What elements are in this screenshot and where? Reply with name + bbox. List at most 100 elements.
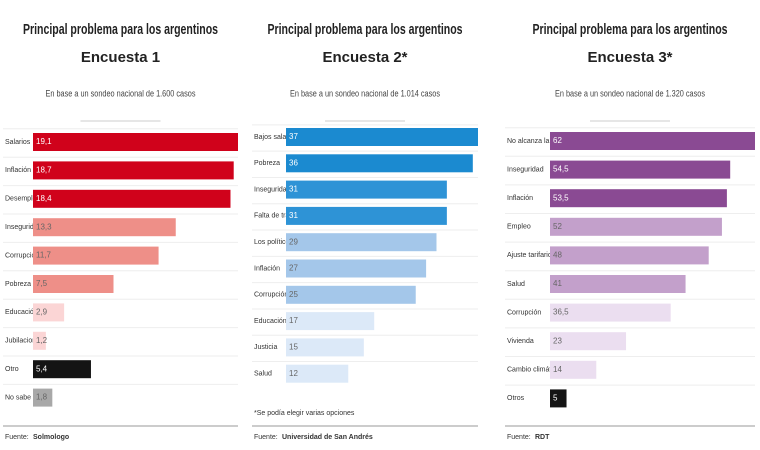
category-label: Salud [507,281,525,288]
value-label: 36 [289,158,298,167]
value-label: 12 [289,369,298,378]
category-label: Vivienda [507,338,534,345]
value-label: 31 [289,211,298,220]
value-label: 48 [553,251,562,260]
value-label: 13,3 [36,222,52,231]
bar [550,189,727,208]
bar [33,246,159,265]
bar [33,218,176,237]
value-label: 41 [553,279,562,288]
source: Solmologo [33,434,69,441]
value-label: 14 [553,365,562,374]
value-label: 53,5 [553,193,569,202]
source-label: Fuente: [254,434,278,441]
category-label: Inflación [507,195,533,202]
category-label: No sabe [5,394,31,401]
bar [286,180,447,199]
bar [286,312,375,331]
value-label: 7,5 [36,279,48,288]
category-label: Desempleo [5,196,41,203]
category-label: Inseguridad [254,186,291,193]
category-label: Inseguridad [507,166,544,173]
bar [33,331,46,350]
value-label: 62 [553,136,562,145]
category-label: Otros [507,395,525,402]
bar [550,217,722,236]
category-label: Pobreza [254,160,280,167]
bar [286,154,473,173]
bar [33,189,231,208]
category-label: No alcanza la plata [507,138,567,145]
category-label: Ajuste tarifario [507,252,552,259]
category-label: Los políticos [254,239,293,246]
bar [286,364,349,383]
category-label: Salarios [5,139,31,146]
bar [33,388,53,407]
category-label: Bajos salarios [254,134,298,141]
value-label: 19,1 [36,137,52,146]
footnote: *Se podía elegir varias opciones [254,410,355,417]
value-label: 15 [289,343,298,352]
value-label: 1,8 [36,393,48,402]
source: RDT [535,434,550,441]
bar [550,360,597,379]
value-label: 27 [289,264,298,273]
bar [286,128,478,146]
value-label: 5 [553,394,558,403]
category-label: Corrupción [254,292,288,299]
bar [286,233,437,252]
category-label: Otro [5,366,19,373]
chart-subtitle: En base a un sondeo nacional de 1.014 ca… [290,88,440,98]
source-label: Fuente: [5,434,29,441]
chart-title: Principal problema para los argentinos [268,21,463,38]
category-label: Corrupción [507,309,541,316]
bar [33,275,114,293]
category-label: Inflación [5,167,31,174]
value-label: 37 [289,132,298,141]
source-label: Fuente: [507,434,531,441]
bar [550,160,731,179]
value-label: 52 [553,222,562,231]
chart-title: Principal problema para los argentinos [23,21,218,38]
value-label: 2,9 [36,308,48,317]
value-label: 31 [289,185,298,194]
bar [550,275,686,293]
value-label: 11,7 [36,251,52,260]
category-label: Salud [254,371,272,378]
bar [550,332,627,351]
category-label: Jubilaciones [5,338,44,345]
bar [33,360,91,379]
category-label: Empleo [507,224,531,231]
bar [286,285,416,304]
chart-subtitle: En base a un sondeo nacional de 1.600 ca… [46,88,196,98]
category-label: Inseguridad [5,224,42,231]
category-label: Educación [254,318,287,325]
bar [550,389,567,408]
category-label: Corrupción [5,252,39,259]
value-label: 25 [289,290,298,299]
bar [33,133,238,151]
bar [286,206,447,225]
chart-survey: Encuesta 2* [322,49,407,66]
value-label: 54,5 [553,165,569,174]
chart-title: Principal problema para los argentinos [533,21,728,38]
chart-survey: Encuesta 3* [587,49,672,66]
bar [33,161,234,180]
category-label: Inflación [254,265,280,272]
value-label: 29 [289,237,298,246]
category-label: Cambio climático [507,367,560,374]
category-label: Pobreza [5,281,31,288]
bar [550,246,709,265]
bar [286,259,427,278]
chart-survey: Encuesta 1 [81,49,160,66]
category-label: Educación [5,309,38,316]
value-label: 23 [553,336,562,345]
value-label: 18,4 [36,194,52,203]
category-label: Falta de trabajo [254,213,303,220]
category-label: Justicia [254,344,277,351]
value-label: 36,5 [553,308,569,317]
value-label: 18,7 [36,166,52,175]
bar [550,132,755,150]
source: Universidad de San Andrés [282,434,373,441]
